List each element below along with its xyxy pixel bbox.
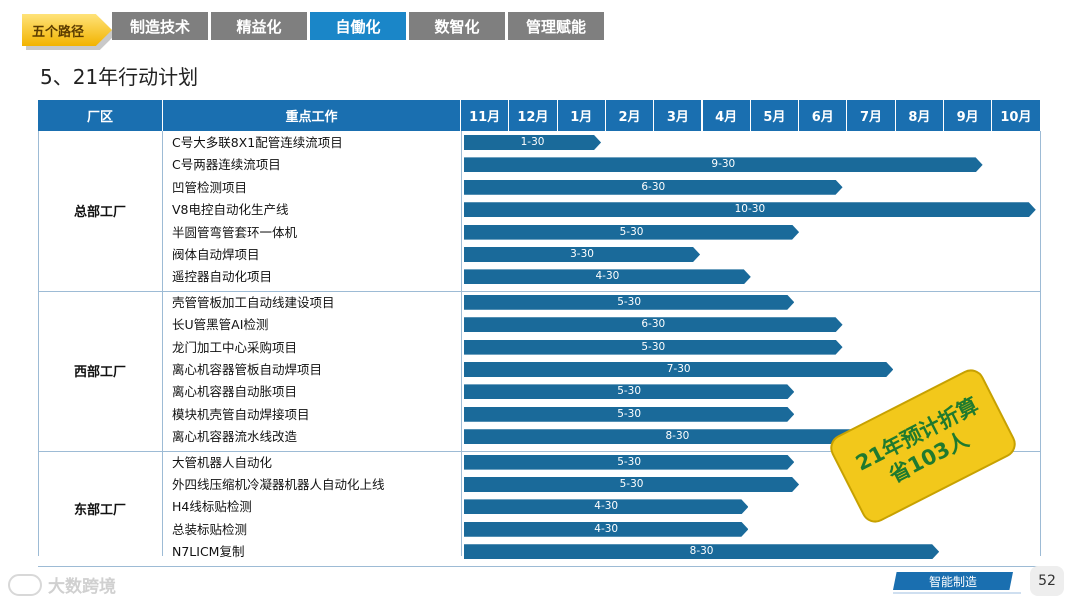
page-title: 5、21年行动计划: [40, 65, 199, 89]
gantt-bar: 6-30: [464, 180, 843, 195]
header-month: 3月: [654, 100, 703, 131]
task-label: 模块机壳管自动焊接项目: [172, 406, 310, 422]
header-factory: 厂区: [38, 100, 163, 131]
gantt-table: 厂区 重点工作 11月 12月 1月 2月 3月 4月 5月 6月 7月 8月 9月 10月 总部工厂…: [38, 100, 1041, 567]
task-label: 大管机器人自动化: [172, 454, 273, 470]
gantt-bar: 3-30: [464, 247, 700, 262]
tab-autonomation[interactable]: 自働化: [310, 12, 406, 40]
gantt-bar: 5-30: [464, 455, 794, 470]
task-label: 离心机容器管板自动焊项目: [172, 362, 323, 377]
gantt-bar: 5-30: [464, 295, 794, 310]
header-month: 7月: [847, 100, 896, 131]
task-label: 总装标贴检测: [172, 521, 248, 537]
gantt-bar: 7-30: [464, 362, 893, 377]
task-label: 凹管检测项目: [172, 179, 248, 195]
header-month: 8月: [895, 100, 944, 131]
task-label: 壳管管板加工自动线建设项目: [172, 294, 335, 310]
task-label: 外四线压缩机冷凝器机器人自动化上线: [172, 477, 385, 492]
task-label: 长U管黑管AI检测: [172, 317, 269, 333]
task-label: 阀体自动焊项目: [172, 247, 260, 262]
section-divider: [38, 450, 1041, 452]
nav-tabs: 制造技术 精益化 自働化 数智化 管理赋能: [112, 12, 604, 40]
tab-digital-intelligence[interactable]: 数智化: [409, 12, 505, 40]
header-month: 5月: [750, 100, 800, 131]
footer-divider: [893, 592, 1021, 594]
header-month: 12月: [509, 100, 558, 131]
gantt-bar: 6-30: [464, 317, 843, 332]
gantt-bar: 9-30: [464, 157, 983, 172]
task-label: C号大多联8X1配管连续流项目: [172, 135, 343, 150]
header-month: 9月: [944, 100, 993, 131]
header-month: 4月: [702, 100, 751, 131]
footer-section-tag: 智能制造: [893, 572, 1013, 590]
gantt-bar: 8-30: [464, 544, 939, 559]
task-label: 离心机容器自动胀项目: [172, 384, 298, 400]
nav-badge: 五个路径: [22, 14, 112, 46]
gantt-bar: 5-30: [464, 225, 799, 240]
tab-manufacturing-technology[interactable]: 制造技术: [112, 12, 208, 40]
factory-label: 东部工厂: [73, 502, 126, 518]
gantt-bar: 5-30: [464, 384, 794, 399]
column-divider: [461, 131, 462, 556]
gantt-bar: 4-30: [464, 269, 751, 284]
gantt-bar: 8-30: [464, 429, 891, 444]
task-label: 遥控器自动化项目: [172, 269, 273, 285]
page-number: 52: [1030, 566, 1064, 596]
watermark-text: 大数跨境: [48, 577, 116, 597]
column-divider: [38, 131, 39, 556]
header-task: 重点工作: [163, 100, 461, 131]
gantt-bar: 5-30: [464, 340, 843, 355]
task-label: N7LICM复制: [172, 544, 245, 560]
header-month: 11月: [461, 100, 510, 131]
watermark-logo-icon: [8, 573, 42, 596]
gantt-bar: 4-30: [464, 499, 748, 514]
task-label: C号两器连续流项目: [172, 157, 281, 173]
header-month: 2月: [605, 100, 655, 131]
section-divider: [38, 290, 1041, 292]
gantt-bar: 1-30: [464, 135, 601, 150]
header-month: 1月: [557, 100, 606, 131]
gantt-bar: 5-30: [464, 407, 794, 422]
tab-lean[interactable]: 精益化: [211, 12, 307, 40]
task-label: 半圆管弯管套环一体机: [172, 224, 298, 240]
column-divider: [1040, 131, 1041, 556]
factory-label: 总部工厂: [73, 205, 126, 221]
task-label: 离心机容器流水线改造: [172, 429, 298, 445]
header-month: 10月: [992, 100, 1041, 131]
section-divider: [38, 565, 1041, 567]
factory-label: 西部工厂: [73, 365, 126, 381]
gantt-bar: 5-30: [464, 477, 799, 492]
watermark: 大数跨境: [8, 572, 116, 597]
tab-management-empowerment[interactable]: 管理赋能: [508, 12, 604, 40]
header-month: 6月: [799, 100, 848, 131]
column-divider: [162, 131, 163, 556]
task-label: H4线标贴检测: [172, 499, 252, 515]
gantt-bar: 10-30: [464, 202, 1036, 217]
gantt-bar: 4-30: [464, 522, 748, 537]
task-label: 龙门加工中心采购项目: [172, 339, 298, 355]
task-label: V8电控自动化生产线: [172, 202, 289, 218]
